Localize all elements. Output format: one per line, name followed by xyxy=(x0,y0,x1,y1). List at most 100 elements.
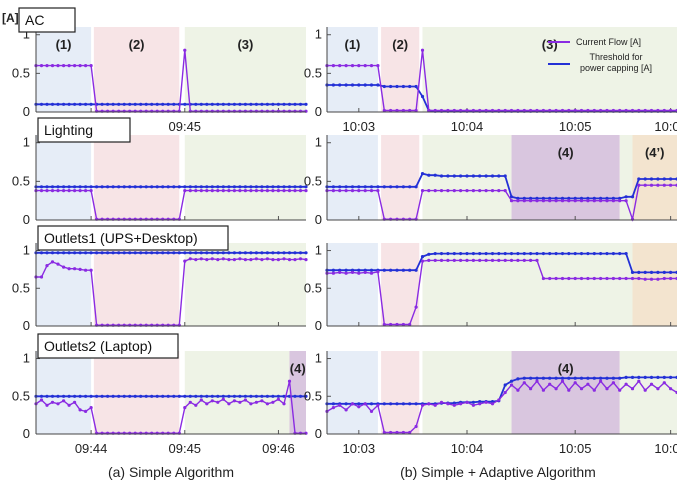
current-point xyxy=(389,108,393,113)
current-point xyxy=(669,276,673,281)
current-point xyxy=(304,189,308,193)
threshold-point xyxy=(205,102,209,106)
threshold-point xyxy=(139,102,143,106)
threshold-point xyxy=(522,376,526,380)
threshold-point xyxy=(662,270,666,274)
current-point xyxy=(516,108,520,113)
threshold-point xyxy=(560,252,565,256)
threshold-point xyxy=(529,376,533,380)
current-point xyxy=(618,108,622,113)
threshold-point xyxy=(161,185,165,189)
current-point xyxy=(497,108,501,113)
phase-band xyxy=(619,351,677,434)
threshold-point xyxy=(221,185,225,189)
current-point xyxy=(446,258,450,262)
threshold-point xyxy=(287,394,292,398)
threshold-point xyxy=(62,102,66,106)
threshold-point xyxy=(128,185,132,189)
current-point xyxy=(643,277,647,281)
y-tick-label: 0 xyxy=(23,212,30,227)
current-point xyxy=(592,108,596,113)
current-point xyxy=(554,387,558,391)
current-point xyxy=(331,189,335,193)
phase-band xyxy=(511,351,620,434)
current-point xyxy=(39,64,44,68)
current-point xyxy=(624,108,628,113)
current-point xyxy=(282,189,286,193)
phase-band xyxy=(184,27,306,112)
threshold-point xyxy=(401,185,405,189)
caption-b: (b) Simple + Adaptive Algorithm xyxy=(400,464,596,480)
threshold-point xyxy=(128,394,132,398)
threshold-point xyxy=(265,185,269,189)
threshold-point xyxy=(490,174,495,178)
threshold-point xyxy=(45,394,49,398)
current-point xyxy=(62,265,66,269)
threshold-point xyxy=(271,394,275,398)
current-point xyxy=(541,276,546,281)
threshold-point xyxy=(395,84,399,89)
threshold-point xyxy=(199,185,203,189)
threshold-point xyxy=(194,102,198,106)
threshold-point xyxy=(271,102,275,106)
threshold-point xyxy=(408,402,412,406)
current-point xyxy=(282,402,286,406)
current-point xyxy=(522,381,526,385)
current-point xyxy=(427,189,431,193)
threshold-point xyxy=(260,102,264,106)
current-point xyxy=(408,322,412,327)
current-point xyxy=(637,183,641,187)
current-point xyxy=(298,189,303,193)
threshold-point xyxy=(139,185,143,189)
current-point xyxy=(265,257,269,261)
current-point xyxy=(611,199,616,203)
current-point xyxy=(194,403,198,407)
current-point xyxy=(599,199,603,203)
phase-band xyxy=(327,27,378,112)
threshold-point xyxy=(344,83,348,87)
threshold-point xyxy=(535,196,539,200)
threshold-point xyxy=(183,102,187,106)
threshold-point xyxy=(298,185,303,189)
current-point xyxy=(344,408,348,412)
current-point xyxy=(662,183,666,187)
threshold-point xyxy=(117,394,121,398)
current-point xyxy=(478,402,482,406)
threshold-point xyxy=(592,376,596,380)
threshold-point xyxy=(166,394,170,398)
current-point xyxy=(478,258,482,262)
current-point xyxy=(611,381,616,385)
threshold-point xyxy=(45,102,49,106)
current-point xyxy=(188,400,192,404)
current-point xyxy=(205,189,209,193)
current-point xyxy=(529,387,533,391)
threshold-point xyxy=(497,252,501,256)
threshold-point xyxy=(84,394,88,398)
current-point xyxy=(637,379,641,383)
y-tick-label: 1 xyxy=(315,27,322,42)
threshold-point xyxy=(605,376,609,380)
threshold-point xyxy=(331,83,335,87)
current-point xyxy=(243,258,247,262)
phase-band xyxy=(381,243,420,326)
phase-band xyxy=(632,135,677,220)
threshold-point xyxy=(401,402,405,406)
threshold-point xyxy=(89,251,93,255)
current-point xyxy=(50,260,55,264)
current-point xyxy=(567,199,571,203)
current-point xyxy=(420,48,425,52)
threshold-point xyxy=(452,401,456,405)
current-point xyxy=(433,108,437,113)
threshold-point xyxy=(408,268,412,272)
current-point xyxy=(350,402,355,406)
current-point xyxy=(414,305,418,309)
current-point xyxy=(611,108,616,113)
threshold-point xyxy=(637,375,641,379)
threshold-point xyxy=(122,394,126,398)
x-tick-label: 10:03 xyxy=(343,119,376,134)
threshold-point xyxy=(414,185,418,189)
threshold-point xyxy=(183,251,187,255)
current-point xyxy=(529,108,533,113)
current-point xyxy=(579,199,584,203)
current-point xyxy=(39,398,44,402)
